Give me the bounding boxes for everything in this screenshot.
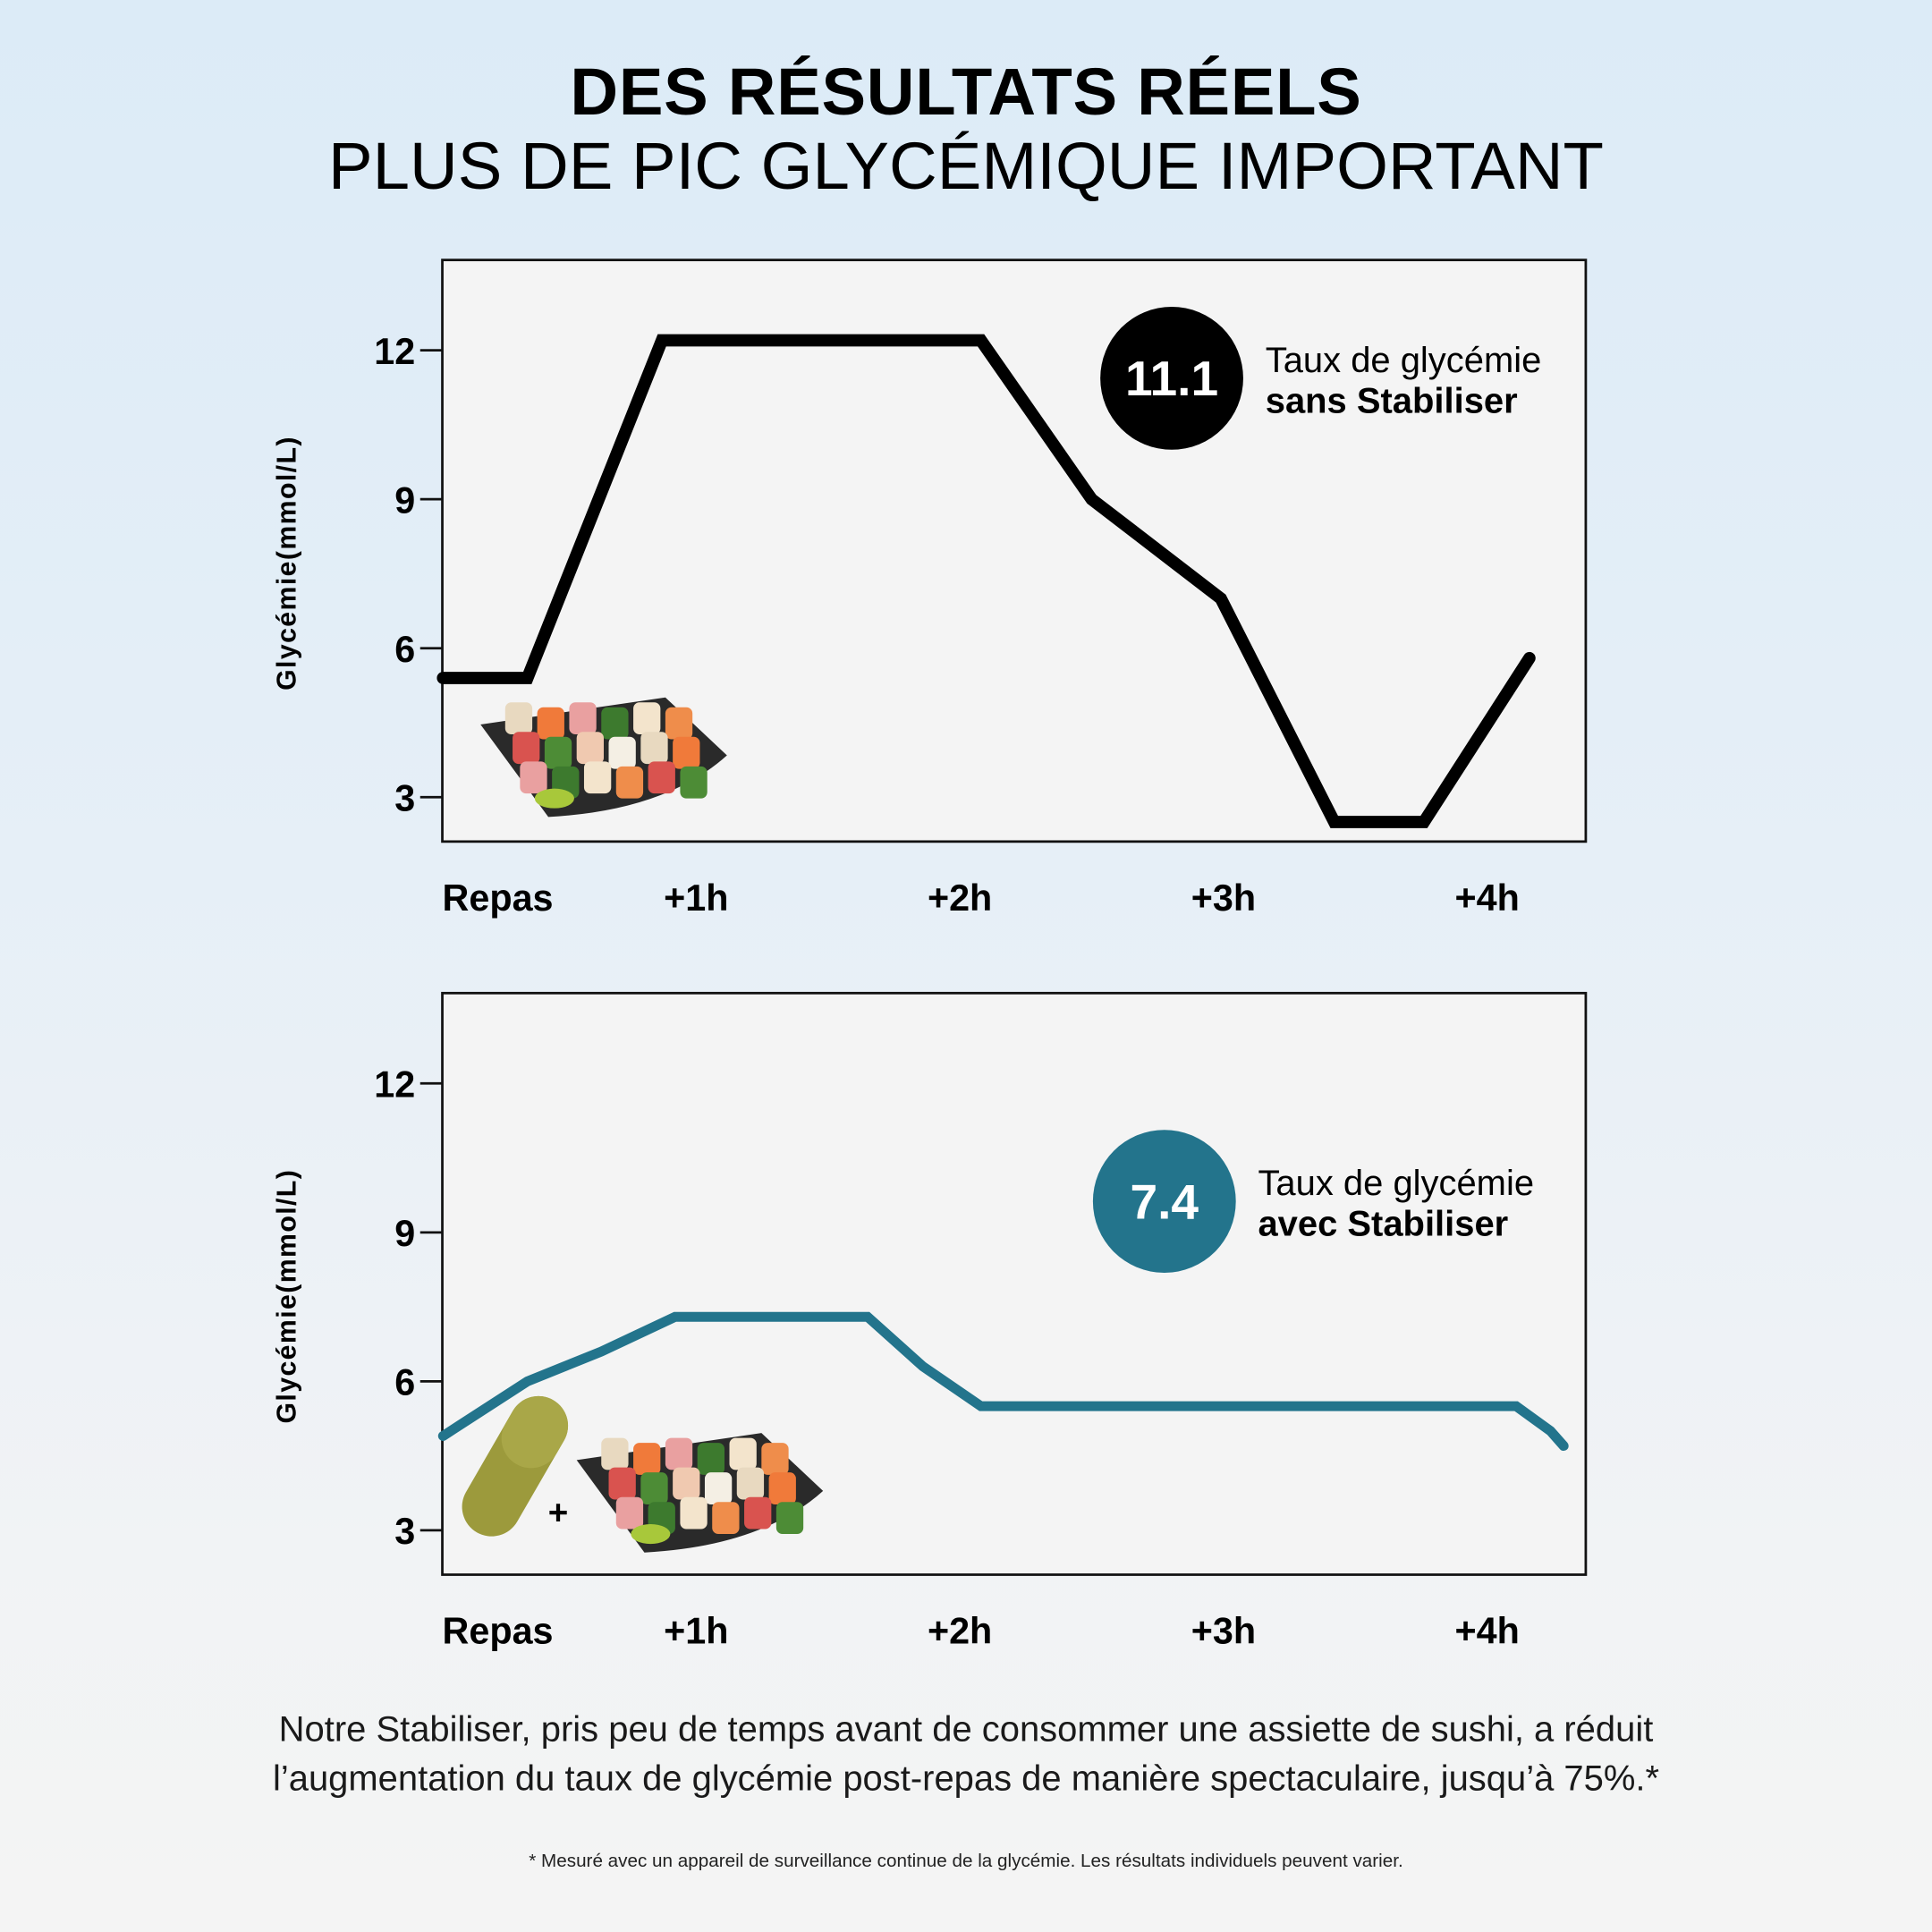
sushi-piece bbox=[601, 707, 629, 740]
sushi-piece bbox=[665, 707, 693, 740]
y-axis-label: Glycémie(mmol/L) bbox=[273, 436, 302, 691]
sushi-piece bbox=[513, 732, 540, 765]
caption-line2: l’augmentation du taux de glycémie post-… bbox=[272, 1759, 1660, 1800]
sushi-piece bbox=[504, 702, 533, 735]
sushi-piece bbox=[615, 766, 644, 799]
sushi-piece bbox=[648, 761, 675, 794]
sushi-piece bbox=[608, 1467, 636, 1500]
sushi-piece bbox=[640, 1472, 668, 1504]
sushi-piece bbox=[608, 736, 636, 769]
sushi-piece bbox=[768, 1472, 796, 1504]
sushi-piece bbox=[640, 732, 668, 765]
sushi-piece bbox=[665, 1437, 693, 1470]
sushi-piece bbox=[583, 761, 612, 794]
chart-without-stabiliser: 3 6 9 12 Repas +1h +2h +3h +4h Glycémie(mmol/L) 11… bbox=[273, 258, 1588, 919]
y-axis-label: Glycémie(mmol/L) bbox=[273, 1169, 302, 1424]
caption: Notre Stabiliser, pris peu de temps avan… bbox=[0, 1706, 1932, 1804]
sushi-piece bbox=[704, 1472, 733, 1504]
series-line bbox=[437, 1311, 1569, 1452]
sushi-piece bbox=[729, 1437, 757, 1470]
sushi-piece bbox=[576, 732, 604, 765]
y-tick-label: 6 bbox=[394, 629, 415, 670]
x-tick-label: +1h bbox=[664, 877, 728, 919]
capsule-cap bbox=[501, 1395, 569, 1469]
sushi-piece bbox=[544, 736, 572, 769]
plus-sign: + bbox=[548, 1494, 569, 1532]
y-tick-label: 3 bbox=[394, 777, 415, 818]
sushi-piece bbox=[680, 766, 708, 799]
legend-line2: sans Stabiliser bbox=[1266, 381, 1518, 420]
sushi-piece bbox=[680, 1496, 708, 1530]
sushi-piece bbox=[673, 736, 700, 769]
chart-with-stabiliser: 3 6 9 12 Repas +1h +2h +3h +4h Glycémie(mmol/L) +7… bbox=[273, 991, 1588, 1652]
caption-line1: Notre Stabiliser, pris peu de temps avan… bbox=[278, 1710, 1654, 1750]
x-tick-label: +3h bbox=[1191, 877, 1256, 919]
sushi-piece bbox=[712, 1502, 740, 1535]
x-tick-label: +3h bbox=[1191, 1611, 1256, 1652]
sushi-plate-image bbox=[576, 1433, 824, 1553]
x-tick-label: +4h bbox=[1455, 877, 1520, 919]
y-tick-label: 9 bbox=[394, 1213, 415, 1254]
sushi-piece bbox=[569, 702, 597, 735]
x-tick-label: +2h bbox=[928, 877, 992, 919]
x-tick-label: +2h bbox=[928, 1611, 992, 1652]
y-tick-label: 6 bbox=[394, 1362, 415, 1403]
sushi-piece bbox=[615, 1496, 644, 1530]
badge-value: 11.1 bbox=[1125, 351, 1218, 406]
y-tick-label: 12 bbox=[374, 331, 415, 372]
footnote: * Mesuré avec un appareil de surveillanc… bbox=[529, 1851, 1403, 1872]
x-tick-label: +1h bbox=[664, 1611, 728, 1652]
legend-line2: avec Stabiliser bbox=[1258, 1205, 1508, 1244]
sushi-piece bbox=[697, 1443, 724, 1475]
sushi-piece bbox=[761, 1443, 789, 1475]
wasabi bbox=[631, 1524, 671, 1545]
sushi-piece bbox=[673, 1467, 700, 1500]
x-tick-label: Repas bbox=[443, 1611, 554, 1652]
value-badge bbox=[1092, 1130, 1236, 1274]
x-tick-label: Repas bbox=[443, 877, 554, 919]
capsule-image bbox=[462, 1395, 569, 1537]
sushi-plate-image bbox=[480, 697, 727, 818]
sushi-piece bbox=[736, 1467, 765, 1500]
y-tick-label: 3 bbox=[394, 1511, 415, 1552]
title-line2: PLUS DE PIC GLYCÉMIQUE IMPORTANT bbox=[327, 129, 1605, 204]
title-line1: DES RÉSULTATS RÉELS bbox=[570, 55, 1362, 130]
sushi-piece bbox=[775, 1502, 804, 1535]
y-tick-label: 12 bbox=[374, 1063, 415, 1105]
badge-value: 7.4 bbox=[1130, 1174, 1199, 1229]
x-tick-label: +4h bbox=[1455, 1611, 1520, 1652]
sushi-piece bbox=[744, 1496, 772, 1530]
wasabi bbox=[534, 788, 574, 809]
sushi-piece bbox=[537, 707, 564, 740]
sushi-piece bbox=[601, 1437, 629, 1470]
sushi-piece bbox=[520, 761, 547, 794]
legend-line1: Taux de glycémie bbox=[1258, 1164, 1534, 1203]
sushi-piece bbox=[633, 702, 661, 735]
value-badge bbox=[1100, 307, 1243, 450]
y-tick-label: 9 bbox=[394, 479, 415, 521]
legend-line1: Taux de glycémie bbox=[1266, 341, 1542, 380]
sushi-piece bbox=[633, 1443, 661, 1475]
